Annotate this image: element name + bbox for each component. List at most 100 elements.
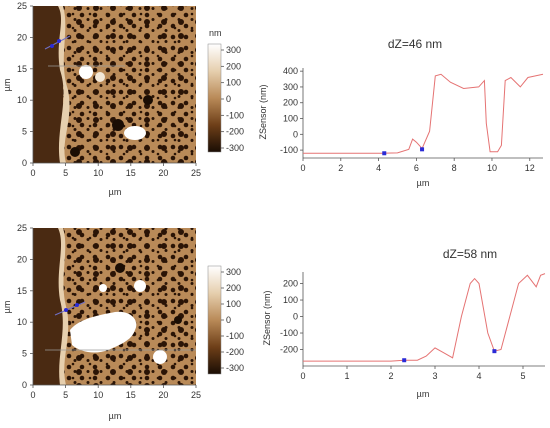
afm-y-label: µm [2, 79, 12, 92]
colorbar-tick-label: 0 [226, 315, 231, 325]
y-tick-label: 5 [22, 127, 27, 137]
x-tick-label: 8 [452, 163, 457, 173]
chart-x-label: µm [417, 178, 430, 188]
x-tick-label: 10 [487, 163, 497, 173]
y-tick-label: 10 [17, 95, 27, 105]
chart-title: dZ=46 nm [388, 37, 442, 51]
afm-y-label: µm [2, 301, 12, 314]
colorbar-tick-label: 0 [226, 94, 231, 104]
series-line [303, 273, 546, 362]
x-tick-label: 25 [191, 168, 201, 178]
afm-pore [115, 263, 125, 273]
x-tick-label: 5 [63, 168, 68, 178]
y-tick-label: 0 [22, 380, 27, 390]
series-line [303, 73, 544, 154]
afm-pore [112, 119, 124, 131]
afm-x-ticks: 0 5 10 15 20 25 [30, 163, 201, 178]
afm-profile-line [54, 301, 86, 316]
x-tick-label: 12 [525, 163, 535, 173]
colorbar-tick-label: -100 [226, 331, 244, 341]
colorbar-tick-label: 200 [226, 61, 241, 71]
afm-pore [174, 316, 182, 324]
y-tick-label: 0 [293, 129, 298, 139]
x-tick-label: 0 [300, 163, 305, 173]
x-tick-label: 20 [158, 168, 168, 178]
x-tick-label: 25 [191, 390, 201, 400]
colorbar-tick-label: -100 [226, 110, 244, 120]
afm-substrate [33, 6, 63, 163]
colorbar-top: nm 300 200 100 0 -100 -200 -300 [207, 28, 244, 153]
afm-particle [95, 72, 105, 82]
x-tick-label: 15 [126, 168, 136, 178]
colorbar-scale [207, 43, 222, 153]
y-tick-label: 400 [283, 66, 298, 76]
profile-marker [382, 151, 387, 156]
chart-x-label: µm [417, 389, 430, 399]
y-tick-label: 10 [17, 317, 27, 327]
chart-markers [382, 147, 425, 156]
afm-x-ticks: 0 5 10 15 20 25 [30, 385, 201, 400]
chart-y-label: ZSensor (nm) [258, 84, 268, 139]
colorbar-tick-label: -200 [226, 127, 244, 137]
afm-y-ticks: 0 5 10 15 20 25 [17, 1, 33, 168]
y-tick-label: 20 [17, 254, 27, 264]
chart-title: dZ=58 nm [443, 247, 497, 261]
y-tick-label: 20 [17, 32, 27, 42]
afm-film-edge [58, 6, 70, 163]
y-tick-label: 200 [283, 98, 298, 108]
profile-marker [402, 358, 407, 363]
afm-profile-line [44, 35, 71, 50]
chart-y-ticks: 400 300 200 100 0 -100 [280, 66, 303, 155]
y-tick-label: 15 [17, 64, 27, 74]
y-tick-label: 25 [17, 223, 27, 233]
colorbar-tick-label: -300 [226, 363, 244, 373]
afm-image-bottom: 0 5 10 15 20 25 0 5 10 15 20 25 µm µm [2, 223, 201, 421]
x-tick-label: 10 [93, 168, 103, 178]
x-tick-label: 2 [338, 163, 343, 173]
y-tick-label: 25 [17, 1, 27, 11]
afm-pore [143, 95, 153, 105]
x-tick-label: 6 [414, 163, 419, 173]
afm-marker [75, 303, 79, 307]
afm-particle [70, 311, 137, 353]
chart-markers [402, 349, 497, 363]
colorbar-ticks: 300 200 100 0 -100 -200 -300 [221, 267, 244, 373]
profile-marker [492, 349, 497, 354]
afm-film-edge [58, 228, 69, 385]
colorbar-ticks: 300 200 100 0 -100 -200 -300 [221, 45, 244, 153]
colorbar-tick-label: 100 [226, 299, 241, 309]
afm-image-top: 0 5 10 15 20 25 0 5 10 15 20 25 µm µm [2, 1, 201, 197]
y-tick-label: -100 [280, 145, 298, 155]
y-tick-label: 5 [22, 349, 27, 359]
x-tick-label: 4 [376, 163, 381, 173]
chart-x-ticks: 0 1 2 3 4 5 [300, 366, 526, 381]
afm-x-label: µm [109, 411, 122, 421]
afm-marker [64, 308, 68, 312]
afm-pore [70, 147, 80, 157]
colorbar-bottom: 300 200 100 0 -100 -200 -300 [207, 265, 244, 375]
y-tick-label: -100 [280, 328, 298, 338]
afm-marker [50, 44, 54, 48]
profile-chart-bottom: dZ=58 nm 0 1 2 3 4 5 200 100 0 -100 -200 µm ZSens… [262, 247, 546, 399]
y-tick-label: 100 [283, 114, 298, 124]
x-tick-label: 0 [300, 371, 305, 381]
afm-y-ticks: 0 5 10 15 20 25 [17, 223, 33, 390]
afm-particle [124, 126, 146, 140]
x-tick-label: 2 [388, 371, 393, 381]
y-tick-label: 15 [17, 286, 27, 296]
profile-marker [420, 147, 425, 152]
colorbar-tick-label: 100 [226, 78, 241, 88]
colorbar-scale [207, 265, 222, 375]
x-tick-label: 10 [93, 390, 103, 400]
x-tick-label: 20 [158, 390, 168, 400]
y-tick-label: 0 [293, 312, 298, 322]
x-tick-label: 5 [63, 390, 68, 400]
colorbar-unit: nm [209, 28, 222, 38]
x-tick-label: 4 [476, 371, 481, 381]
x-tick-label: 0 [30, 390, 35, 400]
chart-x-ticks: 0 2 4 6 8 10 12 [300, 158, 535, 173]
colorbar-tick-label: 300 [226, 45, 241, 55]
afm-marker [57, 39, 61, 43]
